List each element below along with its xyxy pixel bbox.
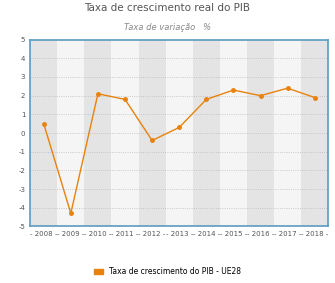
Bar [112,40,139,226]
Bar [84,40,112,226]
Text: Taxa de crescimento real do PIB: Taxa de crescimento real do PIB [84,3,251,13]
Bar [274,40,301,226]
Bar [139,40,166,226]
Text: Taxa de variação   %: Taxa de variação % [124,23,211,32]
Bar [247,40,274,226]
Bar [220,40,247,226]
Bar [301,40,328,226]
Legend: Taxa de crescimento do PIB - UE28: Taxa de crescimento do PIB - UE28 [91,264,244,279]
Bar [30,40,57,226]
Bar [193,40,220,226]
Bar [166,40,193,226]
Bar [57,40,84,226]
